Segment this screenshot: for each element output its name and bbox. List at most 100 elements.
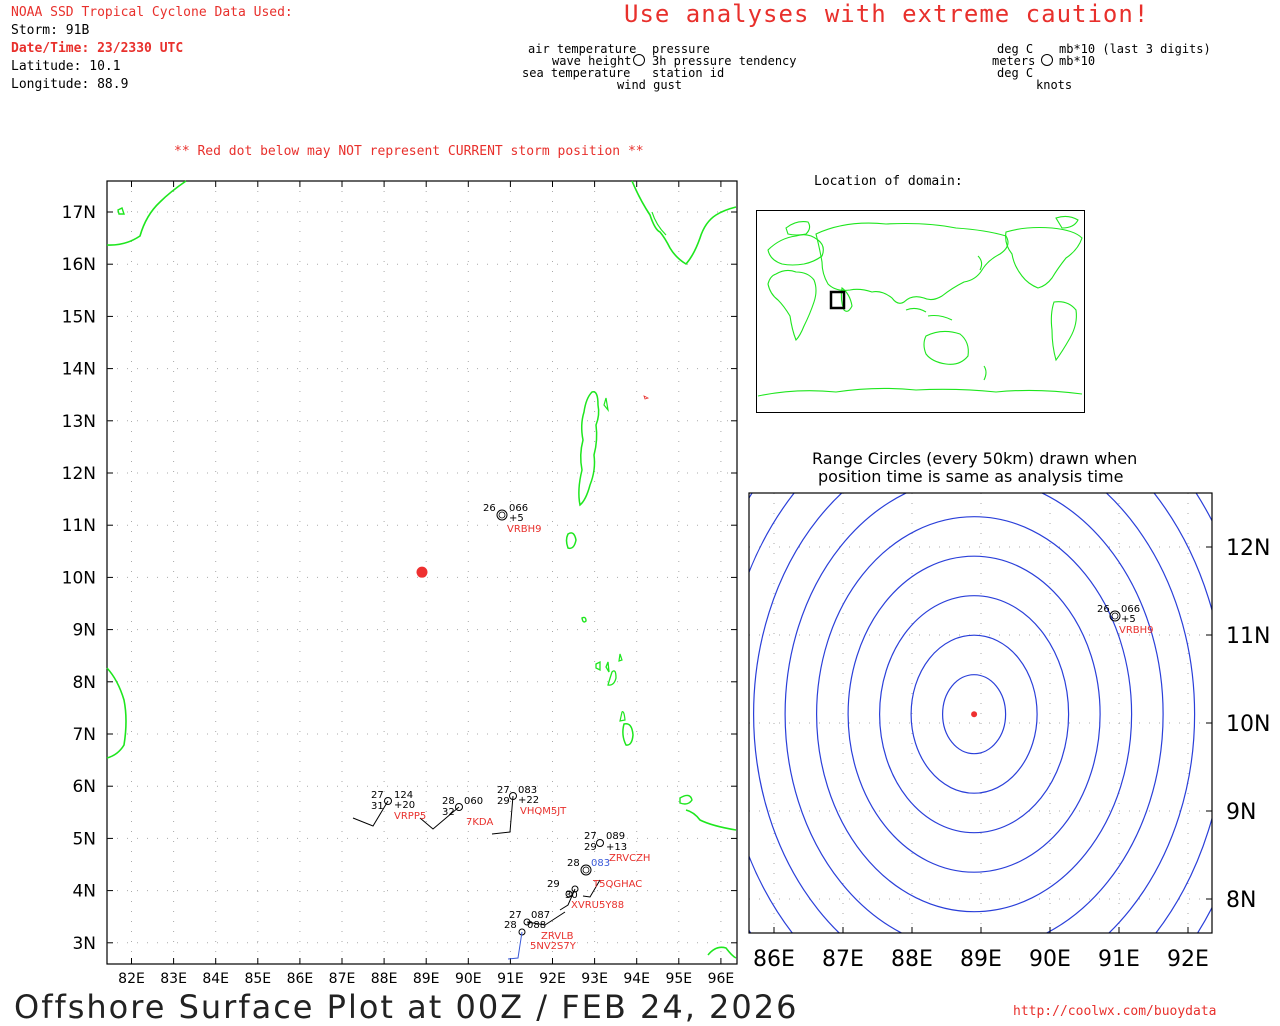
vhqm5jt-sea: 29 xyxy=(497,796,510,807)
legend-air-temperature: air temperature xyxy=(528,42,637,56)
land-car-nicobar xyxy=(581,616,587,623)
inset-europe xyxy=(767,234,824,266)
range-vrbh9-air: 26 xyxy=(1097,604,1110,615)
inset-asia xyxy=(815,222,1009,304)
lon-label: 93E xyxy=(581,971,608,987)
lat-label: 9N xyxy=(72,621,96,641)
land-sumatra-north xyxy=(679,794,693,805)
lon-label: 91E xyxy=(497,971,524,987)
inset-scandinavia xyxy=(785,221,811,236)
inset-title: Location of domain: xyxy=(814,174,963,189)
lon-label: 88E xyxy=(371,971,398,987)
inset-greenland xyxy=(1055,215,1079,229)
zrvczh-sea: 29 xyxy=(584,842,597,853)
range-circle xyxy=(749,493,1212,933)
legend-mb: mb*10 xyxy=(1059,54,1096,68)
main-map-lon-labels: 82E 83E 84E 85E 86E 87E 88E 89E 90E 91E 92E 93E 94E 9… xyxy=(118,971,734,987)
lon-label: 85E xyxy=(244,971,271,987)
xvru5y88-pres: 30 xyxy=(565,890,578,901)
legend-wave-height: wave height xyxy=(552,54,632,68)
land-sumatra-tip xyxy=(707,946,737,959)
land-nicobar-1 xyxy=(595,660,601,672)
legend-deg-c-bottom: deg C xyxy=(997,66,1034,80)
station-vrbh9 xyxy=(496,509,508,521)
legend-station-circle-icon-2 xyxy=(1041,54,1053,66)
vrpp5-pres: 124 xyxy=(394,790,414,801)
caution-banner: Use analyses with extreme caution! xyxy=(624,0,1150,28)
lat-label: 5N xyxy=(72,829,96,849)
xvru5y88-air: 29 xyxy=(547,879,560,890)
land-north-andaman xyxy=(578,391,600,507)
xvru5y88-id: XVRU5Y88 xyxy=(571,900,625,911)
land-myanmar-coast xyxy=(631,180,737,266)
land-myanmar-inlet xyxy=(651,211,667,236)
legend-knots: knots xyxy=(1036,78,1073,92)
lat-label: 16N xyxy=(62,255,96,275)
land-little-andaman xyxy=(565,532,577,550)
land-india-coast xyxy=(106,180,187,246)
footer-url[interactable]: http://coolwx.com/buoydata xyxy=(1013,1004,1217,1019)
storm-datetime: Date/Time: 23/2330 UTC xyxy=(11,41,184,56)
inset-world-map xyxy=(756,210,1085,413)
range-circle xyxy=(941,674,1007,755)
vhqm5jt-pres: 083 xyxy=(518,785,538,796)
range-circle xyxy=(878,595,1070,834)
range-lon-label: 86E xyxy=(753,947,795,972)
storm-longitude: Longitude: 88.9 xyxy=(11,77,129,92)
range-lon-labels: 86E 87E 88E 89E 90E 91E 92E xyxy=(753,947,1209,972)
vrpp5-air: 27 xyxy=(371,790,384,801)
land-nicobar-4 xyxy=(618,653,623,662)
range-lat-label: 12N xyxy=(1226,536,1270,561)
inset-antarctica xyxy=(757,387,1083,397)
t5qghac-id: T5QGHAC xyxy=(593,879,643,890)
lon-label: 94E xyxy=(623,971,650,987)
lat-label: 14N xyxy=(62,360,96,380)
vrbh9-air: 26 xyxy=(483,503,496,514)
legend-station-circle-icon xyxy=(633,54,645,66)
range-vrbh9-id: VRBH9 xyxy=(1119,625,1154,636)
7kda-air: 28 xyxy=(442,796,455,807)
legend-sea-temperature: sea temperature xyxy=(522,66,631,80)
inset-india xyxy=(840,287,853,312)
vrpp5-id: VRPP5 xyxy=(394,811,427,822)
range-circle xyxy=(753,493,1196,933)
range-lat-label: 9N xyxy=(1226,800,1256,825)
lat-label: 12N xyxy=(62,464,96,484)
t5qghac-air: 28 xyxy=(567,858,580,869)
vrbh9-tend: +5 xyxy=(509,513,524,524)
lon-label: 89E xyxy=(413,971,440,987)
5nv2s7y-pres: 088 xyxy=(527,920,547,931)
lat-label: 11N xyxy=(62,516,96,536)
7kda-sea: 32 xyxy=(442,807,455,818)
lon-label: 90E xyxy=(455,971,482,987)
zrvlb-air: 27 xyxy=(509,910,522,921)
land-nicobar-3 xyxy=(607,670,617,686)
zrvczh-tend: +13 xyxy=(606,842,628,853)
inset-domain-box xyxy=(829,290,846,310)
storm-name: Storm: 91B xyxy=(11,23,90,38)
inset-nz xyxy=(983,365,987,381)
land-nicobar-2 xyxy=(605,661,610,673)
lon-label: 84E xyxy=(202,971,229,987)
range-lon-label: 88E xyxy=(891,947,933,972)
land-islet-nw xyxy=(117,207,125,215)
legend-station-id: station id xyxy=(652,66,725,80)
legend-mb-last3: mb*10 (last 3 digits) xyxy=(1059,42,1211,56)
range-circle xyxy=(847,555,1101,873)
range-station-vrbh9 xyxy=(1109,610,1121,622)
range-lon-label: 87E xyxy=(822,947,864,972)
lat-label: 4N xyxy=(72,882,96,902)
range-circle xyxy=(910,634,1038,794)
inset-africa xyxy=(767,269,817,341)
land-great-nicobar xyxy=(622,722,634,746)
inset-sea-islands xyxy=(905,307,953,321)
inset-japan xyxy=(977,255,983,271)
land-sri-lanka xyxy=(106,667,127,759)
range-lon-label: 89E xyxy=(960,947,1002,972)
legend-deg-c-top: deg C xyxy=(997,42,1034,56)
inset-australia xyxy=(923,330,969,365)
lat-label: 10N xyxy=(62,568,96,588)
lon-label: 83E xyxy=(160,971,187,987)
lat-label: 15N xyxy=(62,307,96,327)
zrvczh-id: ZRVCZH xyxy=(609,853,651,864)
